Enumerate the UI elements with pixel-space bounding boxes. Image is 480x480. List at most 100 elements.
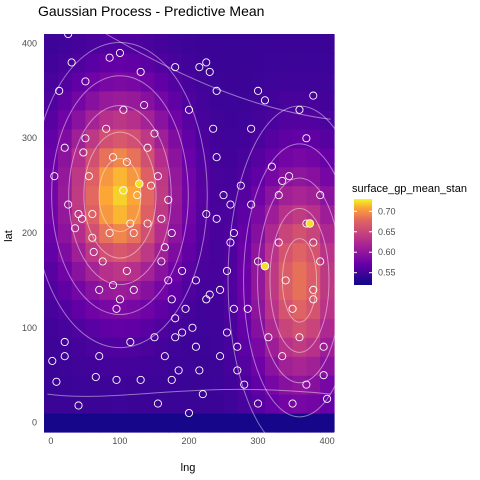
heat-tile xyxy=(223,166,238,187)
data-point xyxy=(136,375,145,384)
heat-tile xyxy=(320,34,335,54)
y-tick-label: 100 xyxy=(22,323,37,333)
data-point xyxy=(253,257,263,266)
heat-tile xyxy=(306,52,321,73)
heat-tile xyxy=(251,71,266,92)
heat-tile xyxy=(44,34,59,54)
heat-tile xyxy=(99,71,114,92)
data-point xyxy=(253,86,263,95)
heat-tile xyxy=(195,356,211,376)
heat-tile xyxy=(209,261,225,281)
heat-tile xyxy=(168,166,183,187)
heat-tile xyxy=(99,280,114,300)
heat-tile xyxy=(251,413,266,433)
heat-tile xyxy=(168,90,183,111)
heat-tile xyxy=(320,204,335,225)
heat-tile xyxy=(140,280,156,300)
heat-tile xyxy=(182,147,197,168)
heat-tile xyxy=(278,261,294,281)
data-point-highlight xyxy=(260,261,270,271)
y-tick-label: 400 xyxy=(22,38,37,48)
heat-tile xyxy=(278,280,294,300)
data-point xyxy=(88,209,97,219)
heat-tile xyxy=(140,413,156,433)
heat-tile xyxy=(99,394,114,414)
heat-tile xyxy=(168,413,183,433)
heat-tile xyxy=(71,337,87,357)
heat-tile xyxy=(195,90,211,111)
x-tick-label: 300 xyxy=(251,436,266,446)
heat-tile xyxy=(71,318,87,338)
heat-tile xyxy=(195,223,211,244)
heat-tile xyxy=(292,242,307,263)
heat-tile xyxy=(320,394,335,414)
heat-tile xyxy=(140,185,156,206)
heat-tile xyxy=(85,337,100,357)
heat-tile xyxy=(306,128,321,149)
heat-tile xyxy=(292,90,307,111)
heat-tile xyxy=(57,204,73,225)
heat-tile xyxy=(209,71,225,92)
heat-tile xyxy=(223,413,238,433)
heat-tile xyxy=(223,71,238,92)
data-point xyxy=(67,58,76,67)
heat-tile xyxy=(44,337,59,357)
heat-tile xyxy=(154,242,169,263)
heat-tile xyxy=(264,147,280,168)
heat-tile xyxy=(182,413,197,433)
heat-tile xyxy=(223,204,238,225)
legend-colorbar xyxy=(354,199,372,285)
heat-tile xyxy=(264,52,280,73)
heat-tile xyxy=(57,356,73,376)
heat-tile xyxy=(85,128,100,149)
data-point xyxy=(202,209,211,219)
heat-tile xyxy=(251,128,266,149)
heat-tile xyxy=(168,147,183,168)
heat-tile xyxy=(320,52,335,73)
heat-tile xyxy=(209,109,225,130)
heat-tile xyxy=(71,109,87,130)
heat-tile xyxy=(57,242,73,263)
heat-tile xyxy=(168,356,183,376)
heat-tile xyxy=(320,280,335,300)
heat-tile xyxy=(85,71,100,92)
heat-tile xyxy=(85,356,100,376)
data-point xyxy=(233,342,242,351)
heat-tile xyxy=(85,375,100,395)
heat-tile xyxy=(85,147,100,168)
data-point xyxy=(195,366,204,375)
data-point xyxy=(105,228,114,238)
heat-tile xyxy=(292,34,307,54)
heat-tile xyxy=(223,337,238,357)
heat-tile xyxy=(71,52,87,73)
heat-tile xyxy=(223,34,238,54)
heat-tile xyxy=(126,128,142,149)
heat-tile xyxy=(182,128,197,149)
heat-tile xyxy=(113,52,128,73)
heat-tile xyxy=(195,318,211,338)
heat-tile xyxy=(292,299,307,319)
data-point xyxy=(219,191,228,200)
heat-tile xyxy=(113,90,128,111)
heat-tile xyxy=(182,223,197,244)
heat-tile xyxy=(264,337,280,357)
heat-tile xyxy=(57,34,73,54)
heat-tile xyxy=(278,71,294,92)
heat-tile xyxy=(113,128,128,149)
data-point xyxy=(309,91,318,100)
heat-tile xyxy=(264,71,280,92)
heat-tile xyxy=(251,318,266,338)
heat-tile xyxy=(278,204,294,225)
heat-tile xyxy=(140,90,156,111)
heat-tile xyxy=(85,242,100,263)
data-point xyxy=(164,195,173,204)
heat-tile xyxy=(223,394,238,414)
heat-tile xyxy=(209,128,225,149)
heat-tile xyxy=(44,299,59,319)
heat-tile xyxy=(99,185,114,206)
data-point xyxy=(260,96,270,105)
data-point xyxy=(195,63,204,72)
heat-tile xyxy=(57,128,73,149)
heat-tile xyxy=(320,109,335,130)
data-point xyxy=(133,191,142,200)
